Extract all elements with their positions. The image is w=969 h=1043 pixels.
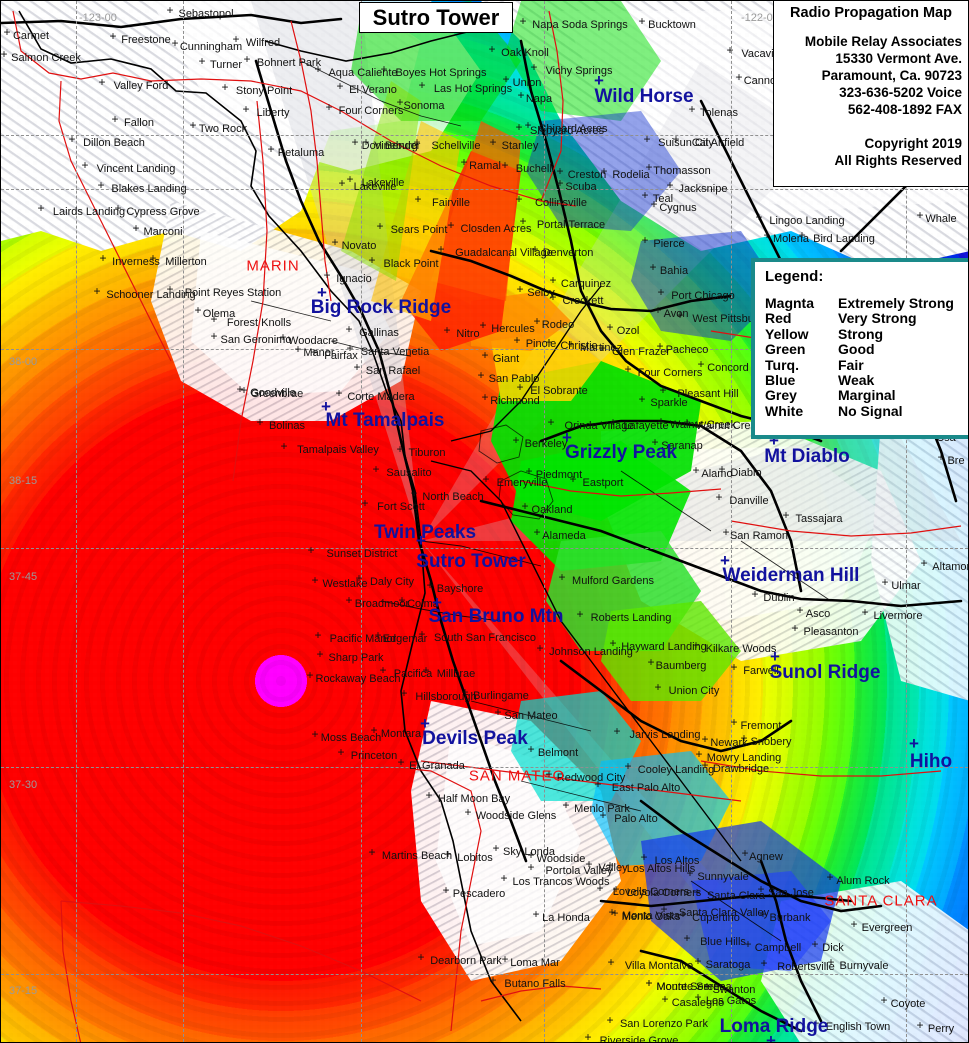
grid-line-horizontal (1, 767, 968, 768)
latitude-label: 38-00 (9, 356, 38, 368)
info-fax-phone: 562-408-1892 FAX (847, 102, 962, 117)
latitude-label: 38-15 (9, 475, 38, 487)
grid-line-horizontal (1, 135, 968, 136)
longitude-label: -122-00 (741, 12, 779, 24)
info-company: Mobile Relay Associates (804, 34, 962, 49)
latitude-label: 37-15 (9, 985, 38, 997)
grid-line-vertical (906, 1, 907, 1042)
legend-row: Red Very Strong (765, 310, 968, 327)
info-spacer (780, 118, 962, 135)
info-header: Radio Propagation Map (790, 5, 952, 21)
legend-meaning: Marginal (838, 387, 896, 404)
info-copyright: Copyright 2019 (864, 136, 962, 151)
map-title-box: Sutro Tower (359, 2, 513, 33)
legend-color-name: Green (765, 341, 806, 358)
grid-line-horizontal (1, 974, 968, 975)
info-rights: All Rights Reserved (834, 153, 962, 168)
legend-box: Legend: Magnta Extremely Strong Red Very St… (751, 258, 968, 439)
grid-line-vertical (731, 1, 732, 1042)
legend-meaning: Fair (838, 356, 864, 373)
legend-row: Magnta Extremely Strong (765, 295, 968, 311)
legend-meaning: Strong (838, 325, 884, 342)
legend-color-name: Yellow (765, 325, 809, 342)
legend-row: Turq. Fair (765, 356, 968, 373)
legend-meaning: Extremely Strong (838, 295, 954, 311)
grid-line-horizontal (1, 349, 968, 350)
legend-color-name: Red (765, 310, 792, 327)
legend-row: Grey Marginal (765, 387, 968, 404)
legend-color-name: Blue (765, 372, 796, 389)
legend-row: Yellow Strong (765, 325, 968, 342)
grid-line-horizontal (1, 189, 968, 190)
legend-color-name: Turq. (765, 356, 799, 373)
legend-row: Blue Weak (765, 372, 968, 389)
info-box: Radio Propagation Map Mobile Relay Assoc… (773, 1, 968, 187)
info-voice-phone: 323-636-5202 Voice (839, 85, 962, 100)
legend-row: Green Good (765, 341, 968, 358)
legend-meaning: Good (838, 341, 875, 358)
info-city-state-zip: Paramount, Ca. 90723 (821, 68, 962, 83)
longitude-label: -123-00 (79, 12, 117, 24)
legend-title: Legend: (765, 268, 824, 285)
legend-meaning: Very Strong (838, 310, 917, 327)
legend-meaning: No Signal (838, 402, 903, 419)
legend-meaning: Weak (838, 372, 875, 389)
legend-row: White No Signal (765, 402, 968, 419)
map-title-text: Sutro Tower (372, 4, 500, 30)
grid-line-horizontal (1, 548, 968, 549)
latitude-label: 37-45 (9, 571, 38, 583)
grid-line-vertical (544, 1, 545, 1042)
grid-line-vertical (361, 1, 362, 1042)
legend-color-name: Magnta (765, 295, 814, 311)
latitude-label: 37-30 (9, 779, 38, 791)
grid-line-vertical (76, 1, 77, 1042)
legend-color-name: Grey (765, 387, 797, 404)
grid-line-vertical (183, 1, 184, 1042)
info-street: 15330 Vermont Ave. (835, 51, 962, 66)
legend-color-name: White (765, 402, 804, 419)
legend-rows: Magnta Extremely Strong Red Very Strong Yell… (765, 295, 968, 419)
